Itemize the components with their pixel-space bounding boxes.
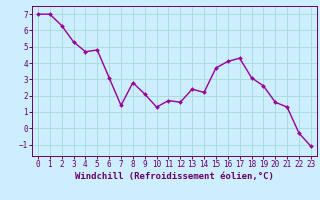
X-axis label: Windchill (Refroidissement éolien,°C): Windchill (Refroidissement éolien,°C) <box>75 172 274 181</box>
